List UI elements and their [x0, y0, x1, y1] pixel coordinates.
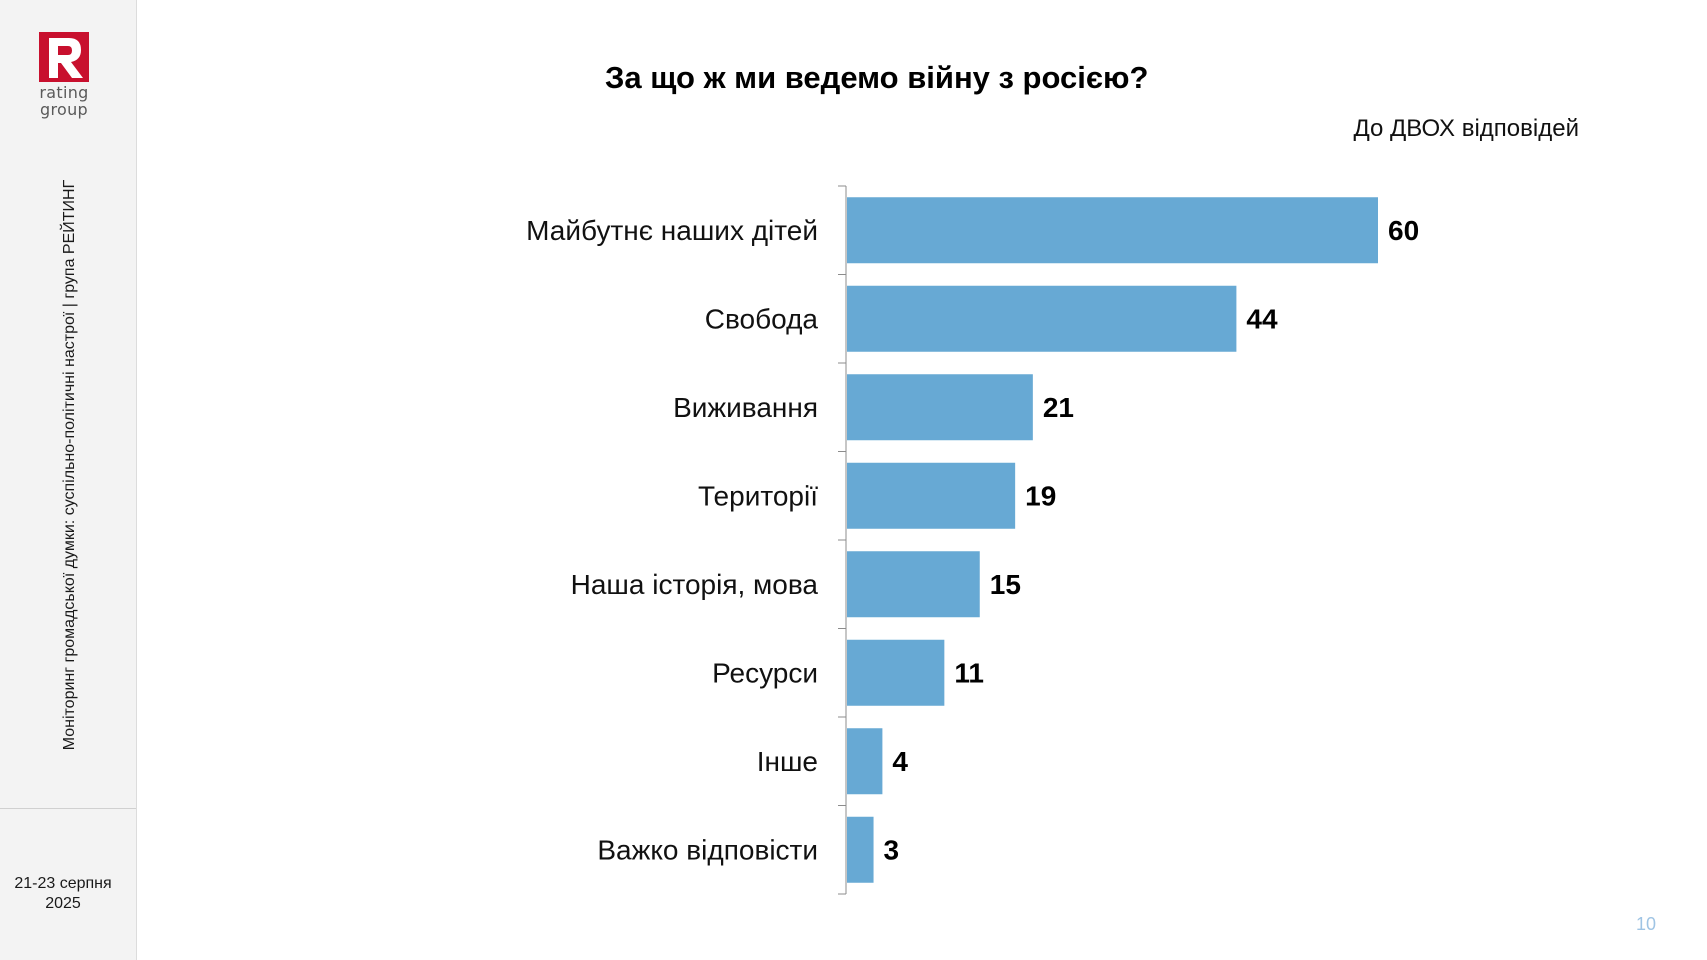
category-label: Важко відповісти: [597, 834, 818, 865]
chart-title: За що ж ми ведемо війну з росією?: [605, 60, 1149, 95]
category-label: Ресурси: [712, 657, 818, 688]
survey-date: 21-23 серпня 2025: [0, 874, 126, 914]
category-label: Інше: [757, 746, 818, 777]
logo-text-rating: rating: [39, 83, 89, 102]
survey-date-year: 2025: [45, 895, 81, 912]
category-label: Території: [698, 480, 818, 511]
bar: [847, 374, 1033, 441]
bar: [847, 816, 874, 883]
sidebar-divider: [0, 808, 136, 809]
value-label: 44: [1246, 303, 1278, 334]
value-label: 3: [884, 834, 900, 865]
value-label: 4: [892, 746, 908, 777]
value-label: 19: [1025, 480, 1056, 511]
bar: [847, 462, 1016, 529]
category-label: Свобода: [705, 303, 819, 334]
bar: [847, 728, 883, 795]
page-number: 10: [1636, 914, 1657, 934]
sidebar: rating group Моніторинг громадської думк…: [0, 0, 137, 960]
value-label: 15: [990, 569, 1021, 600]
logo-r-icon: [39, 32, 89, 82]
chart-subtitle: До ДВОХ відповідей: [1353, 115, 1579, 142]
bar: [847, 551, 980, 618]
value-label: 21: [1043, 392, 1074, 423]
value-label: 11: [954, 657, 984, 688]
survey-date-days: 21-23 серпня: [14, 875, 112, 892]
category-label: Майбутнє наших дітей: [526, 215, 818, 246]
category-label: Виживання: [673, 392, 818, 423]
value-label: 60: [1388, 215, 1419, 246]
rating-group-logo: rating group: [34, 32, 94, 118]
bar: [847, 285, 1237, 352]
category-label: Наша історія, мова: [571, 569, 819, 600]
logo-text-group: group: [40, 100, 88, 119]
bar: [847, 197, 1378, 264]
bar: [847, 639, 945, 706]
